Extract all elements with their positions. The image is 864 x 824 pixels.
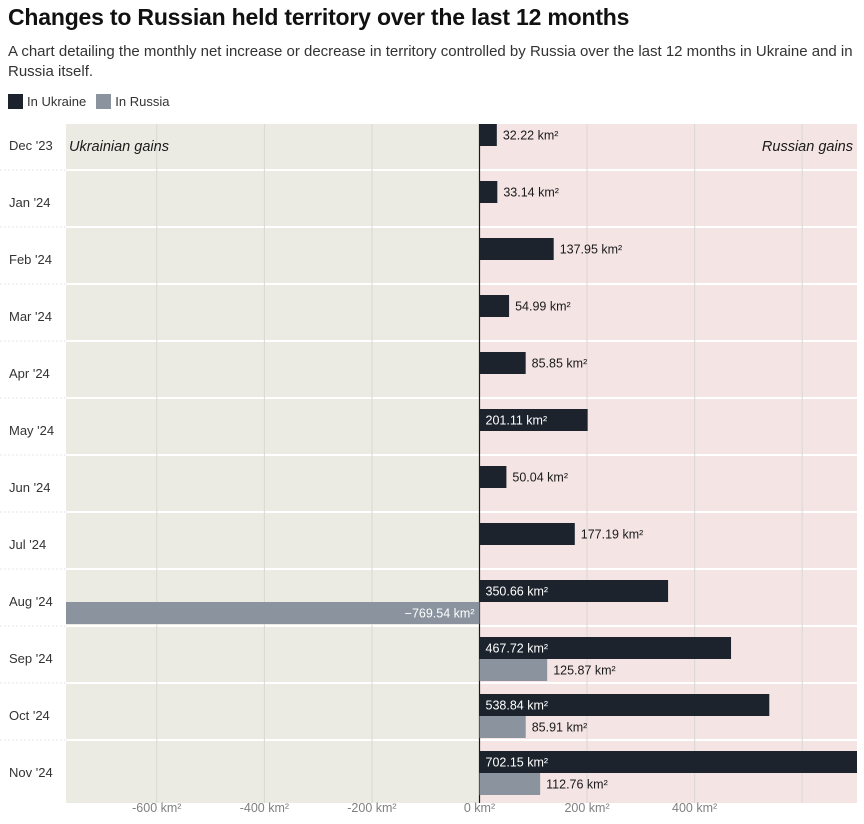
- x-tick-label: 0 km²: [464, 801, 495, 815]
- legend-swatch-in-ukraine: [8, 93, 23, 109]
- legend-swatch-in-russia: [96, 93, 112, 109]
- legend-label-in-russia: In Russia: [115, 93, 170, 109]
- data-label-in-russia: 125.87 km²: [553, 664, 616, 678]
- legend-item-in-russia: In Russia: [96, 93, 170, 109]
- region-label-ukrainian-gains: Ukrainian gains: [69, 139, 169, 155]
- data-label-in-ukraine: 85.85 km²: [532, 357, 588, 371]
- bar-in-ukraine: [479, 694, 770, 716]
- bar-in-ukraine: [479, 409, 588, 431]
- bar-in-russia: [479, 716, 526, 738]
- data-label-in-ukraine: 33.14 km²: [503, 186, 559, 200]
- russian-gains-region: [479, 124, 857, 803]
- legend: In Ukraine In Russia: [8, 92, 179, 110]
- bar-in-ukraine: [479, 295, 510, 317]
- category-label: Apr '24: [9, 366, 50, 381]
- data-label-in-ukraine: 702.15 km²: [486, 756, 549, 770]
- data-label-in-ukraine: 350.66 km²: [486, 585, 549, 599]
- data-label-in-ukraine: 201.11 km²: [486, 414, 548, 428]
- legend-label-in-ukraine: In Ukraine: [27, 93, 87, 109]
- category-label: Aug '24: [9, 594, 53, 609]
- bar-in-ukraine: [479, 124, 497, 146]
- bar-in-ukraine: [479, 637, 732, 659]
- data-label-in-russia: −769.54 km²: [405, 607, 475, 621]
- category-label: Nov '24: [9, 765, 53, 780]
- x-tick-label: -600 km²: [132, 801, 181, 815]
- data-label-in-russia: 112.76 km²: [546, 778, 608, 792]
- data-label-in-ukraine: 538.84 km²: [486, 699, 549, 713]
- category-label: Oct '24: [9, 708, 50, 723]
- x-tick-label: -400 km²: [240, 801, 289, 815]
- region-label-russian-gains: Russian gains: [762, 139, 853, 155]
- data-label-in-ukraine: 50.04 km²: [512, 471, 568, 485]
- category-label: Dec '23: [9, 138, 53, 153]
- legend-item-in-ukraine: In Ukraine: [8, 93, 87, 109]
- category-label: Jun '24: [9, 480, 51, 495]
- data-label-in-russia: 85.91 km²: [532, 721, 588, 735]
- data-label-in-ukraine: 137.95 km²: [560, 243, 623, 257]
- ukrainian-gains-region: [66, 124, 480, 803]
- category-label: Sep '24: [9, 651, 53, 666]
- bar-in-russia: [479, 773, 541, 795]
- bar-in-ukraine: [479, 580, 669, 602]
- category-label: May '24: [9, 423, 54, 438]
- x-tick-label: 400 km²: [672, 801, 717, 815]
- bar-in-russia: [66, 602, 480, 624]
- bar-in-ukraine: [479, 523, 575, 545]
- category-label: Feb '24: [9, 252, 52, 267]
- data-label-in-ukraine: 467.72 km²: [486, 642, 549, 656]
- bar-in-ukraine: [479, 352, 526, 374]
- chart-title: Changes to Russian held territory over t…: [8, 4, 630, 30]
- chart-subtitle: A chart detailing the monthly net increa…: [8, 43, 853, 80]
- x-tick-label: 200 km²: [564, 801, 609, 815]
- data-label-in-ukraine: 177.19 km²: [581, 528, 644, 542]
- bar-in-ukraine: [479, 751, 857, 773]
- x-tick-label: -200 km²: [347, 801, 396, 815]
- category-label: Jul '24: [9, 537, 46, 552]
- bar-in-ukraine: [479, 466, 507, 488]
- bar-in-ukraine: [479, 238, 554, 260]
- category-label: Jan '24: [9, 195, 51, 210]
- data-label-in-ukraine: 54.99 km²: [515, 300, 571, 314]
- category-label: Mar '24: [9, 309, 52, 324]
- bar-in-ukraine: [479, 181, 498, 203]
- bar-in-russia: [479, 659, 548, 681]
- data-label-in-ukraine: 32.22 km²: [503, 129, 559, 143]
